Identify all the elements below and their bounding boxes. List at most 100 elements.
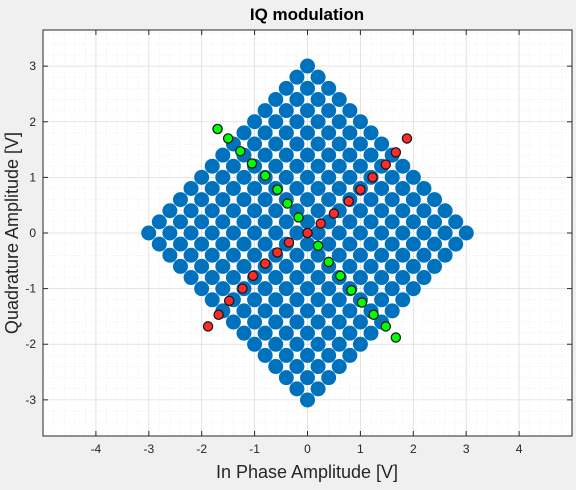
constellation-point <box>162 248 177 263</box>
constellation-point <box>279 81 294 96</box>
constellation-point <box>332 292 347 307</box>
constellation-point <box>173 259 188 274</box>
constellation-point <box>374 181 389 196</box>
constellation-point <box>406 214 421 229</box>
constellation-point <box>342 125 357 140</box>
constellation-point <box>427 259 442 274</box>
constellation-point <box>226 159 241 174</box>
constellation-point <box>236 303 251 318</box>
constellation-point <box>332 248 347 263</box>
constellation-point <box>268 226 283 241</box>
constellation-point <box>332 359 347 374</box>
x-tick-label: -2 <box>196 442 207 456</box>
constellation-point <box>279 214 294 229</box>
constellation-point <box>353 315 368 330</box>
x-tick-label: 2 <box>410 442 417 456</box>
constellation-point <box>448 214 463 229</box>
constellation-point <box>279 326 294 341</box>
constellation-point <box>258 214 273 229</box>
constellation-point <box>268 114 283 129</box>
constellation-point <box>374 270 389 285</box>
constellation-point <box>406 281 421 296</box>
x-tick-label: -1 <box>249 442 260 456</box>
constellation-point <box>374 292 389 307</box>
constellation-point <box>247 248 262 263</box>
constellation-point <box>332 226 347 241</box>
constellation-point <box>226 203 241 218</box>
constellation-point <box>385 259 400 274</box>
constellation-point <box>385 281 400 296</box>
constellation-point <box>289 159 304 174</box>
constellation-point <box>173 237 188 252</box>
constellation-point <box>311 92 326 107</box>
highlight-point-green <box>213 124 222 133</box>
highlight-point-red <box>284 238 293 247</box>
constellation-point <box>311 203 326 218</box>
constellation-point <box>289 359 304 374</box>
highlight-point-red <box>402 134 411 143</box>
constellation-point <box>205 292 220 307</box>
constellation-point <box>311 337 326 352</box>
constellation-point <box>321 326 336 341</box>
constellation-point <box>321 192 336 207</box>
constellation-point <box>236 326 251 341</box>
constellation-point <box>268 159 283 174</box>
constellation-point <box>332 337 347 352</box>
highlight-point-red <box>329 209 338 218</box>
constellation-point <box>173 214 188 229</box>
constellation-point <box>289 92 304 107</box>
constellation-point <box>342 303 357 318</box>
constellation-point <box>332 136 347 151</box>
constellation-point <box>215 214 230 229</box>
constellation-point <box>342 103 357 118</box>
constellation-point <box>247 292 262 307</box>
constellation-point <box>215 237 230 252</box>
constellation-point <box>321 81 336 96</box>
constellation-point <box>406 170 421 185</box>
highlight-point-red <box>238 284 247 293</box>
constellation-point <box>268 136 283 151</box>
highlight-point-red <box>214 310 223 319</box>
constellation-point <box>406 259 421 274</box>
constellation-point <box>385 237 400 252</box>
highlight-point-red <box>303 228 312 237</box>
constellation-point <box>416 226 431 241</box>
y-axis-label: Quadrature Amplitude [V] <box>2 132 22 334</box>
y-tick-label: 3 <box>29 59 36 73</box>
constellation-point <box>311 381 326 396</box>
constellation-point <box>194 237 209 252</box>
constellation-point <box>321 148 336 163</box>
constellation-point <box>289 181 304 196</box>
constellation-point <box>448 237 463 252</box>
constellation-point <box>205 226 220 241</box>
constellation-point <box>279 170 294 185</box>
highlight-point-green <box>324 257 333 266</box>
constellation-point <box>374 248 389 263</box>
constellation-point <box>215 170 230 185</box>
highlight-point-red <box>261 259 270 268</box>
constellation-point <box>184 181 199 196</box>
highlight-point-green <box>273 185 282 194</box>
highlight-point-green <box>381 322 390 331</box>
constellation-point <box>374 226 389 241</box>
highlight-point-green <box>283 199 292 208</box>
constellation-point <box>289 292 304 307</box>
constellation-point <box>364 192 379 207</box>
highlight-point-red <box>356 185 365 194</box>
constellation-point <box>205 159 220 174</box>
constellation-point <box>353 136 368 151</box>
constellation-point <box>364 326 379 341</box>
highlight-point-green <box>391 333 400 342</box>
constellation-point <box>395 292 410 307</box>
constellation-point <box>205 203 220 218</box>
constellation-point <box>205 248 220 263</box>
constellation-point <box>300 59 315 74</box>
constellation-point <box>258 148 273 163</box>
constellation-point <box>332 159 347 174</box>
constellation-point <box>321 303 336 318</box>
constellation-point <box>184 270 199 285</box>
constellation-point <box>279 148 294 163</box>
constellation-point <box>247 226 262 241</box>
constellation-point <box>247 315 262 330</box>
